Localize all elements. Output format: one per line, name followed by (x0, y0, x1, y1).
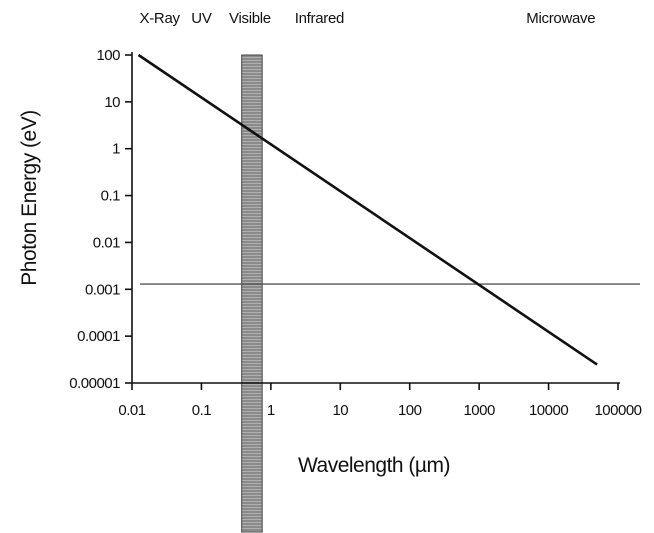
region-label: UV (191, 10, 212, 27)
x-tick-label: 100000 (594, 402, 641, 419)
y-tick-label: 0.001 (85, 281, 120, 298)
data-marks (137, 53, 640, 366)
region-label: Infrared (295, 10, 344, 27)
region-label: Visible (229, 10, 271, 27)
x-axis-title: Wavelength (µm) (298, 454, 450, 477)
y-tick-label: 10 (104, 94, 120, 111)
series-line (137, 53, 598, 366)
region-label: Microwave (526, 10, 595, 27)
visible-band-layer (241, 54, 263, 533)
y-tick-labels: 100 10 1 0.1 0.01 0.001 0.0001 0.00001 (69, 47, 120, 392)
x-tick-label: 0.1 (192, 402, 212, 419)
x-tick-labels: 0.01 0.1 1 10 100 1000 10000 100000 (118, 402, 642, 419)
y-tick-label: 100 (96, 47, 120, 64)
y-axis-title: Photon Energy (eV) (18, 110, 41, 285)
x-tick-label: 10000 (529, 402, 568, 419)
x-tick-label: 1000 (463, 402, 495, 419)
region-labels: X-Ray UV Visible Infrared Microwave (140, 10, 596, 27)
y-tick-label: 0.1 (101, 188, 121, 205)
region-label: X-Ray (140, 10, 181, 27)
visible-band (241, 54, 263, 533)
x-tick-label: 10 (332, 402, 348, 419)
x-tick-label: 100 (398, 402, 422, 419)
y-tick-label: 0.01 (93, 234, 120, 251)
y-tick-label: 0.00001 (69, 375, 120, 392)
x-tick-label: 0.01 (118, 402, 145, 419)
axes (125, 52, 620, 390)
x-tick-label: 1 (267, 402, 275, 419)
y-tick-label: 0.0001 (77, 328, 120, 345)
y-tick-label: 1 (112, 141, 120, 158)
